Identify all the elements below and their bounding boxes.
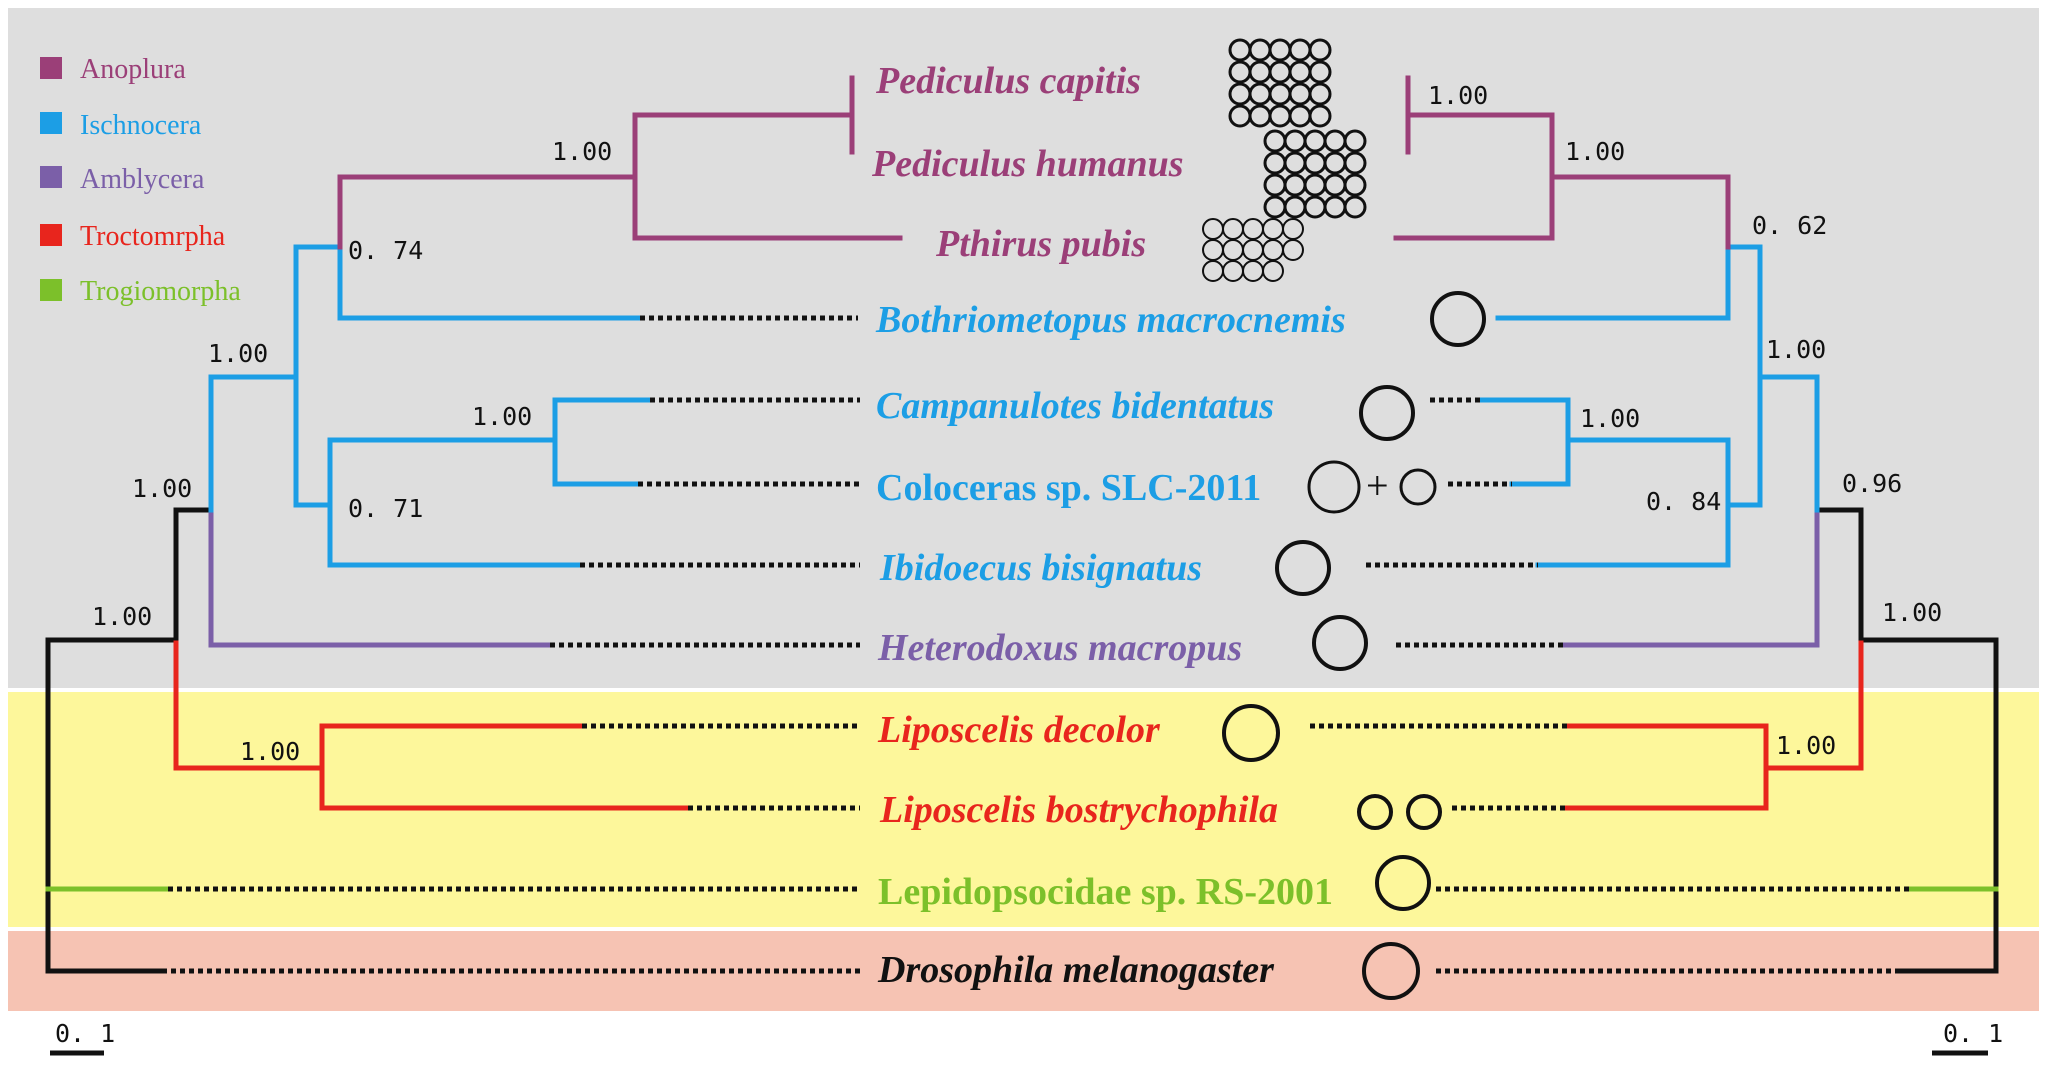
taxon-bothriometopus: Bothriometopus macrocnemis <box>875 299 1346 341</box>
legend-swatch-troctomrpha <box>40 224 62 246</box>
taxon-liposcelis-bostrychophila: Liposcelis bostrychophila <box>879 789 1278 831</box>
right-support-value: 1.00 <box>1580 404 1640 433</box>
mt-circle-bostrychophila-1 <box>1357 794 1393 830</box>
right-support-value: 1.00 <box>1565 137 1625 166</box>
right-support-value: 1.00 <box>1776 731 1836 760</box>
legend-item: Amblycera <box>40 164 205 195</box>
legend-label: Trogiomorpha <box>80 276 241 307</box>
right-branches-ischnocera <box>1479 174 1820 568</box>
right-support-value: 0.96 <box>1842 469 1902 498</box>
left-support-value: 1.00 <box>92 602 152 631</box>
plus-sign: + <box>1366 463 1389 508</box>
right-tree: 1.00 1.00 0. 62 1.00 1.00 0. 84 0.96 1.0… <box>1310 75 1999 974</box>
taxon-campanulotes: Campanulotes bidentatus <box>876 385 1274 427</box>
minicircle-grid-capitis <box>1228 38 1332 128</box>
taxon-liposcelis-decolor: Liposcelis decolor <box>877 709 1161 751</box>
right-dotted-extensions <box>1310 397 1910 974</box>
chromosome-symbols <box>1202 38 1486 1000</box>
right-support-value: 1.00 <box>1882 598 1942 627</box>
taxon-coloceras: Coloceras sp. SLC-2011 <box>876 467 1261 509</box>
left-branches-liposcelis <box>173 640 691 811</box>
left-support-value: 1.00 <box>132 474 192 503</box>
mt-circle-coloceras-small <box>1399 468 1437 506</box>
scale-bar-left: 0. 1 <box>50 1019 115 1056</box>
legend: Anoplura Ischnocera Amblycera Troctomrph… <box>40 54 241 307</box>
scale-bar-label: 0. 1 <box>55 1019 115 1048</box>
right-support-value: 0. 62 <box>1752 211 1827 240</box>
legend-label: Amblycera <box>80 164 205 195</box>
mt-circle-ibidoecus <box>1275 540 1331 596</box>
left-support-value: 1.00 <box>552 137 612 166</box>
left-support-value: 0. 71 <box>348 494 423 523</box>
taxon-ibidoecus: Ibidoecus bisignatus <box>879 547 1202 589</box>
left-branches-anoplura <box>337 75 903 250</box>
left-branch-heterodoxus <box>208 507 553 648</box>
mt-circle-bostrychophila-2 <box>1406 794 1442 830</box>
taxon-drosophila: Drosophila melanogaster <box>877 949 1275 991</box>
minicircle-grid-humanus <box>1263 129 1367 219</box>
mt-circle-drosophila <box>1362 942 1420 1000</box>
left-support-value: 1.00 <box>472 402 532 431</box>
mt-circle-bothriometopus <box>1430 291 1486 347</box>
taxon-heterodoxus: Heterodoxus macropus <box>877 627 1242 669</box>
taxon-pediculus-humanus: Pediculus humanus <box>871 143 1184 185</box>
legend-swatch-trogiomorpha <box>40 279 62 301</box>
mt-circle-liposcelis-decolor <box>1222 704 1280 762</box>
left-support-value: 1.00 <box>208 339 268 368</box>
legend-item: Troctomrpha <box>40 221 226 252</box>
left-branches-ischnocera <box>208 244 653 568</box>
mt-circle-campanulotes <box>1359 385 1415 441</box>
right-support-value: 1.00 <box>1428 81 1488 110</box>
left-tree: 1.00 0. 74 1.00 1.00 0. 71 1.00 1.00 1.0… <box>45 75 903 974</box>
legend-label: Ischnocera <box>80 110 202 141</box>
legend-label: Anoplura <box>80 54 186 85</box>
legend-item: Ischnocera <box>40 110 202 141</box>
legend-label: Troctomrpha <box>80 221 226 252</box>
legend-item: Anoplura <box>40 54 186 85</box>
right-branches-anoplura <box>1393 75 1731 250</box>
mt-circle-lepidopsocidae <box>1375 855 1431 911</box>
left-support-value: 0. 74 <box>348 236 423 265</box>
right-support-value: 0. 84 <box>1646 487 1721 516</box>
legend-swatch-anoplura <box>40 57 62 79</box>
mt-circle-coloceras-large <box>1307 460 1361 514</box>
left-support-value: 1.00 <box>240 737 300 766</box>
scale-bar-label: 0. 1 <box>1943 1019 2003 1048</box>
legend-item: Trogiomorpha <box>40 276 241 307</box>
mt-circle-heterodoxus <box>1312 615 1368 671</box>
right-root-branches <box>1814 507 1999 974</box>
right-support-value: 1.00 <box>1766 335 1826 364</box>
taxon-lepidopsocidae: Lepidopsocidae sp. RS-2001 <box>878 871 1333 913</box>
left-dotted-extensions <box>162 315 860 974</box>
legend-swatch-ischnocera <box>40 112 62 134</box>
scale-bar-right: 0. 1 <box>1932 1019 2003 1056</box>
right-branch-heterodoxus <box>1562 507 1820 648</box>
taxon-pthirus-pubis: Pthirus pubis <box>935 223 1146 265</box>
legend-swatch-amblycera <box>40 166 62 188</box>
taxon-labels: Pediculus capitis Pediculus humanus Pthi… <box>871 60 1346 991</box>
taxon-pediculus-capitis: Pediculus capitis <box>875 60 1141 102</box>
band-lice <box>8 8 2039 688</box>
minicircle-grid-pubis <box>1202 218 1304 282</box>
right-branches-liposcelis <box>1562 640 1864 811</box>
left-root-branches <box>45 507 214 974</box>
